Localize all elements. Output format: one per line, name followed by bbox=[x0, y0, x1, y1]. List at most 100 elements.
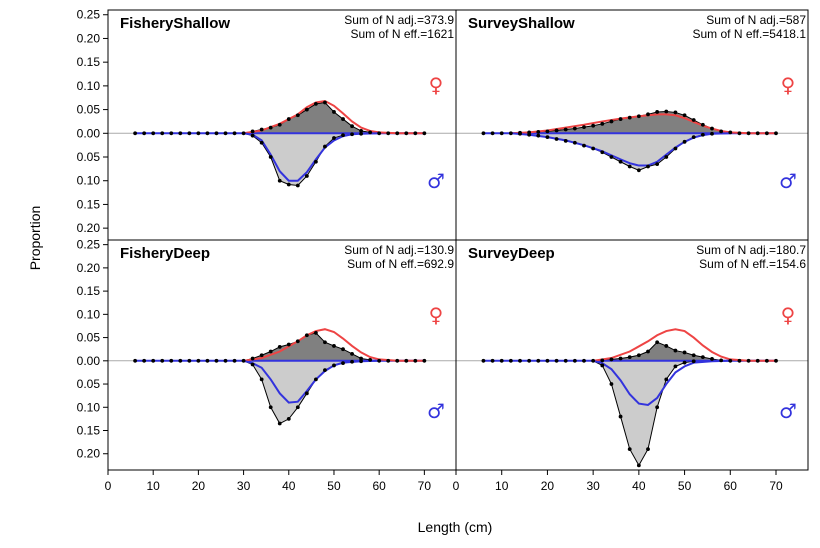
female-observed-point bbox=[178, 358, 183, 363]
female-observed-point bbox=[536, 358, 541, 363]
female-observed-point bbox=[277, 344, 282, 349]
female-observed-point bbox=[563, 127, 568, 132]
panel-info-line: Sum of N eff.=692.9 bbox=[347, 257, 454, 271]
female-observed-point bbox=[259, 353, 264, 358]
female-observed-point bbox=[774, 131, 778, 136]
female-expected-line bbox=[243, 100, 425, 135]
male-observed-point bbox=[691, 135, 696, 139]
female-observed-point bbox=[232, 358, 237, 363]
female-observed-point bbox=[682, 350, 687, 355]
male-observed-point bbox=[545, 135, 550, 139]
male-observed-point bbox=[518, 131, 522, 136]
male-observed-point bbox=[600, 363, 605, 368]
y-tick-label: 0.00 bbox=[77, 126, 101, 140]
female-observed-point bbox=[490, 358, 495, 363]
male-observed-point bbox=[277, 421, 282, 426]
male-symbol-icon: ♂ bbox=[779, 399, 797, 423]
male-observed-point bbox=[277, 178, 282, 183]
y-axes-group: 0.25 0.20 0.15 0.10 0.05 0.00 0.05 0.10 0.15 0.20… bbox=[77, 8, 108, 461]
female-observed-point bbox=[259, 127, 264, 132]
male-observed-point bbox=[627, 447, 632, 451]
female-observed-point bbox=[774, 358, 778, 363]
female-observed-point bbox=[241, 358, 246, 363]
female-observed-point bbox=[591, 358, 596, 363]
x-tick-label: 50 bbox=[678, 479, 692, 493]
x-tick-label: 70 bbox=[418, 479, 432, 493]
female-observed-point bbox=[710, 126, 714, 131]
y-tick-label: 0.05 bbox=[77, 150, 101, 164]
x-tick-label: 40 bbox=[632, 479, 646, 493]
y-tick-label: 0.15 bbox=[77, 284, 101, 298]
female-observed-point bbox=[422, 131, 427, 136]
female-observed-point bbox=[764, 131, 769, 136]
panel-info-line: Sum of N eff.=154.6 bbox=[699, 257, 806, 271]
female-observed-point bbox=[536, 129, 541, 134]
male-observed-point bbox=[350, 132, 354, 137]
male-observed-point bbox=[250, 362, 255, 367]
male-observed-point bbox=[295, 405, 300, 410]
male-observed-point bbox=[591, 146, 596, 151]
female-observed-point bbox=[508, 358, 513, 363]
x-tick-label: 10 bbox=[147, 479, 161, 493]
male-expected-line bbox=[592, 359, 731, 407]
female-observed-point bbox=[413, 358, 418, 363]
female-observed-point bbox=[664, 344, 669, 348]
male-symbol-icon: ♂ bbox=[427, 169, 445, 193]
y-tick-label: 0.20 bbox=[77, 221, 101, 235]
female-observed-point bbox=[691, 353, 696, 358]
female-symbol-icon: ♀ bbox=[781, 303, 796, 327]
female-observed-point bbox=[764, 358, 769, 363]
female-observed-point bbox=[350, 124, 354, 129]
male-observed-point bbox=[554, 137, 559, 141]
female-observed-point bbox=[332, 110, 336, 114]
male-observed-area bbox=[510, 133, 731, 171]
male-observed-point bbox=[304, 391, 309, 396]
female-observed-point bbox=[691, 118, 696, 122]
male-observed-point bbox=[682, 360, 687, 365]
male-observed-point bbox=[527, 132, 532, 137]
female-observed-point bbox=[499, 358, 504, 363]
female-observed-point bbox=[554, 128, 559, 133]
male-observed-point bbox=[700, 132, 705, 137]
female-observed-point bbox=[728, 358, 733, 363]
male-observed-point bbox=[636, 463, 641, 468]
female-observed-point bbox=[682, 113, 687, 118]
y-tick-label: 0.20 bbox=[77, 447, 101, 461]
panel-info-line: Sum of N adj.=180.7 bbox=[696, 243, 806, 257]
male-observed-point bbox=[609, 155, 614, 159]
female-observed-point bbox=[205, 131, 210, 136]
y-tick-label: 0.25 bbox=[77, 238, 101, 252]
female-observed-point bbox=[554, 358, 559, 363]
male-observed-point bbox=[609, 382, 614, 386]
male-observed-point bbox=[268, 405, 273, 410]
female-observed-point bbox=[673, 348, 678, 353]
female-observed-point bbox=[332, 344, 336, 348]
female-observed-point bbox=[286, 342, 291, 347]
x-tick-label: 0 bbox=[105, 479, 112, 493]
male-observed-point bbox=[341, 361, 345, 366]
male-observed-point bbox=[664, 377, 669, 382]
male-observed-point bbox=[332, 136, 336, 140]
female-observed-point bbox=[133, 131, 138, 136]
male-observed-point bbox=[359, 359, 363, 364]
female-observed-point bbox=[313, 101, 318, 106]
female-observed-point bbox=[359, 356, 363, 361]
y-tick-label: 0.00 bbox=[77, 354, 101, 368]
female-observed-point bbox=[655, 110, 660, 114]
female-observed-point bbox=[350, 351, 354, 356]
male-observed-point bbox=[323, 368, 327, 373]
male-expected-line bbox=[243, 132, 380, 182]
male-observed-point bbox=[618, 414, 623, 419]
female-observed-point bbox=[395, 131, 400, 136]
female-observed-point bbox=[341, 117, 345, 121]
female-observed-point bbox=[646, 349, 650, 354]
female-observed-point bbox=[572, 358, 577, 363]
female-observed-point bbox=[719, 129, 724, 134]
x-tick-label: 70 bbox=[769, 479, 783, 493]
panel-title: FisheryShallow bbox=[120, 15, 230, 32]
x-tick-label: 30 bbox=[237, 479, 251, 493]
female-observed-point bbox=[582, 125, 586, 130]
female-observed-point bbox=[250, 129, 255, 134]
